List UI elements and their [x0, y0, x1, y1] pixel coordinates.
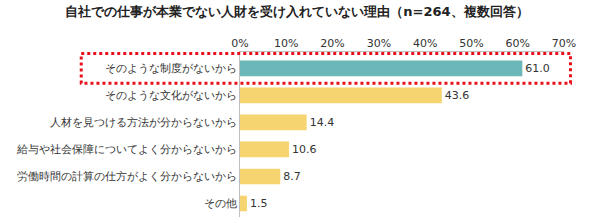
- svg-text:そのような文化がないから: そのような文化がないから: [105, 89, 237, 102]
- svg-text:その他: その他: [204, 197, 237, 210]
- svg-text:60%: 60%: [505, 37, 529, 50]
- svg-text:10%: 10%: [274, 37, 298, 50]
- svg-text:0%: 0%: [231, 37, 248, 50]
- svg-text:40%: 40%: [413, 37, 437, 50]
- svg-text:人材を見つける方法が分からないから: 人材を見つける方法が分からないから: [50, 116, 237, 129]
- svg-text:20%: 20%: [320, 37, 344, 50]
- svg-text:そのような制度がないから: そのような制度がないから: [105, 62, 237, 75]
- svg-text:自社での仕事が本業でない人財を受け入れていない理由（n=26: 自社での仕事が本業でない人財を受け入れていない理由（n=264、複数回答）: [65, 4, 528, 19]
- svg-text:給与や社会保障についてよく分からないから: 給与や社会保障についてよく分からないから: [16, 143, 237, 156]
- svg-text:61.0: 61.0: [525, 62, 550, 75]
- svg-text:8.7: 8.7: [283, 170, 301, 183]
- svg-text:30%: 30%: [367, 37, 391, 50]
- svg-text:50%: 50%: [459, 37, 483, 50]
- svg-text:70%: 70%: [552, 37, 576, 50]
- svg-text:1.5: 1.5: [250, 197, 268, 210]
- svg-text:労働時間の計算の仕方がよく分からないから: 労働時間の計算の仕方がよく分からないから: [17, 170, 237, 183]
- svg-text:14.4: 14.4: [310, 116, 335, 129]
- svg-text:43.6: 43.6: [445, 89, 470, 102]
- svg-text:10.6: 10.6: [292, 143, 317, 156]
